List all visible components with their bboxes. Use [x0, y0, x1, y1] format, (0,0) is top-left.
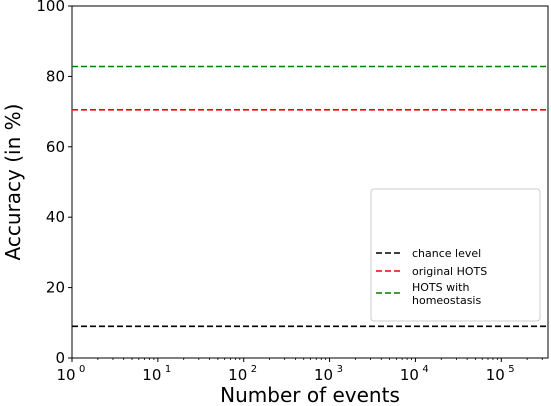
x-tick-label-exponent: 1	[165, 364, 171, 375]
x-axis-label: Number of events	[220, 383, 400, 406]
x-tick-label: 10	[142, 366, 161, 384]
x-tick-label-exponent: 3	[337, 364, 343, 375]
x-tick-label: 10	[228, 366, 247, 384]
y-tick-label: 0	[55, 349, 65, 367]
y-tick-label: 80	[46, 67, 65, 85]
series-lines	[72, 65, 548, 328]
legend-label: HOTS with homeostasis	[412, 281, 481, 307]
x-tick-label-exponent: 2	[251, 364, 257, 375]
x-tick-label-exponent: 4	[422, 364, 428, 375]
y-tick-label: 40	[46, 208, 65, 226]
y-tick-label: 20	[46, 279, 65, 297]
legend: chance level original HOTS HOTS with homeos…	[370, 188, 541, 322]
y-axis-ticks: 0 20 40 60 80 100	[36, 0, 72, 367]
y-tick-label: 60	[46, 138, 65, 156]
x-axis-ticks: 10 0 10 1 10 2 10 3 10 4 10 5	[56, 358, 543, 384]
x-tick-label: 10	[486, 366, 505, 384]
legend-label: chance level	[412, 247, 481, 260]
legend-label: original HOTS	[412, 265, 487, 278]
y-axis-label: Accuracy (in %)	[1, 104, 25, 261]
x-tick-label: 10	[314, 366, 333, 384]
y-tick-label: 100	[36, 0, 65, 15]
x-tick-label-exponent: 5	[508, 364, 514, 375]
legend-box	[370, 188, 541, 322]
x-tick-label: 10	[56, 366, 75, 384]
x-tick-label-exponent: 0	[79, 364, 85, 375]
x-tick-label: 10	[400, 366, 419, 384]
